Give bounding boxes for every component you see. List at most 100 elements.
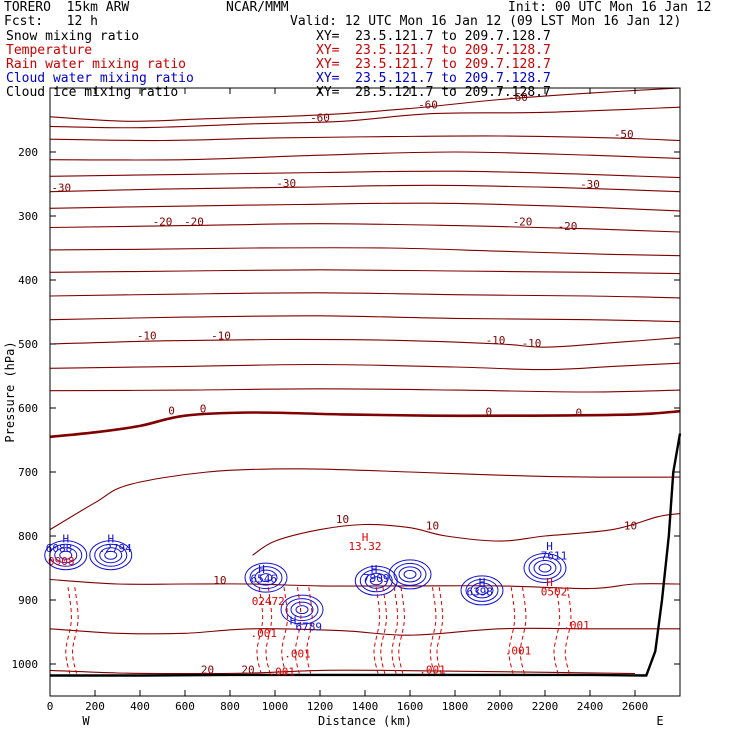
cloud-water-contour-4-0: [403, 569, 417, 579]
isotherm-10: [49, 292, 681, 299]
terrain-line: [50, 433, 682, 677]
contour-label-5: -30: [580, 178, 600, 191]
y-tick-label-4: 600: [18, 402, 38, 415]
contour-label-23: 20: [201, 664, 214, 677]
x-tick-label-0: 0: [47, 700, 54, 713]
isotherm-3: [49, 151, 681, 161]
rain-contour-1: [71, 587, 79, 674]
contour-label-45: .001: [251, 627, 278, 640]
cloud-water-contour-7-2: [285, 598, 319, 622]
y-axis-title: Pressure (hPa): [3, 341, 17, 442]
cloud-water-contour-7-0: [295, 605, 309, 615]
isotherm-8: [49, 247, 681, 257]
cloud-water-contour-2-3: [244, 562, 288, 593]
isotherm-17: [252, 513, 681, 556]
contour-label-12: -10: [211, 330, 231, 343]
y-tick-label-7: 900: [18, 594, 38, 607]
y-tick-label-6: 800: [18, 530, 38, 543]
cloud-water-contour-2-1: [254, 569, 278, 586]
contour-labels: -60 -60 -60 -50 -30 -30 -30 -20 -20 -20 -20 -10 -10 -…: [46, 91, 637, 679]
contour-label-16: 0: [200, 402, 207, 415]
y-tick-label-1: 300: [18, 210, 38, 223]
isotherm-19: [49, 627, 680, 636]
x-tick-label-4: 800: [220, 700, 240, 713]
legend-snow-name: Snow mixing ratio: [6, 29, 140, 44]
rain-contour-9: [391, 587, 399, 674]
contour-label-42: 02472: [252, 595, 285, 608]
legend-cloud-water-name: Cloud water mixing ratio: [6, 71, 194, 86]
rain-contour-6: [305, 587, 313, 674]
contour-label-11: -10: [137, 330, 157, 343]
temperature-isotherms: [49, 87, 681, 675]
contour-label-31: 13.32: [348, 540, 381, 553]
x-axis-west-label: W: [82, 714, 90, 728]
contour-label-35: 7909: [363, 572, 390, 585]
contour-label-38: H: [546, 540, 553, 553]
x-tick-label-12: 2400: [577, 700, 604, 713]
contour-label-48: .001: [419, 664, 446, 677]
contour-label-7: -20: [153, 216, 173, 229]
cloud-water-contour-6-3: [523, 553, 567, 583]
contour-label-47: .001: [269, 666, 296, 679]
isotherm-9: [49, 269, 681, 275]
contour-label-46: .001: [284, 648, 311, 661]
cloud-water-contour-0-3: [44, 540, 88, 571]
isotherm-20: [49, 669, 636, 675]
contour-label-24: 20: [241, 664, 254, 677]
valid-time: Valid: 12 UTC Mon 16 Jan 12 (09 LST Mon …: [290, 14, 682, 29]
isotherm-15: [49, 409, 681, 439]
cloud-water-contour-5-2: [465, 578, 499, 602]
isotherm-14: [49, 388, 681, 393]
cloud-water-contour-1-2: [94, 543, 128, 567]
contour-label-41: 0502: [541, 586, 568, 599]
rain-contour-10: [398, 587, 405, 674]
contour-label-32: H: [258, 563, 265, 576]
rain-water-contours: [65, 587, 572, 674]
legend-cloud-ice-name: Cloud ice mixing ratio: [6, 85, 179, 100]
cloud-water-contour-5-0: [475, 585, 489, 595]
rain-contour-8: [380, 587, 387, 674]
contour-label-44: H: [290, 614, 297, 627]
contour-label-9: -20: [513, 216, 533, 229]
model-title: TORERO 15km ARW: [4, 0, 130, 15]
forecast-hour: Fcst: 12 h: [4, 14, 98, 29]
legend-temperature-name: Temperature: [6, 43, 93, 58]
contour-label-50: .001: [563, 619, 590, 632]
isotherm-4: [49, 170, 681, 179]
contour-label-29: 0908: [48, 555, 75, 568]
contour-label-2: -60: [310, 111, 330, 124]
cloud-water-contour-4-3: [388, 559, 432, 590]
cloud-water-contour-6-1: [533, 560, 557, 576]
rain-contour-16: [564, 587, 572, 674]
contour-label-43: 6789: [296, 621, 323, 634]
contour-label-18: 0: [575, 406, 582, 419]
x-tick-label-10: 2000: [487, 700, 514, 713]
legend-cloud-ice-xy: XY= 23.5.121.7 to 209.7.128.7: [316, 85, 551, 100]
contour-label-49: .001: [505, 644, 532, 657]
isotherm-11: [49, 315, 681, 323]
y-tick-label-0: 200: [18, 146, 38, 159]
contour-label-10: -20: [558, 220, 578, 233]
x-tick-label-8: 1600: [397, 700, 424, 713]
isotherm-0: [49, 87, 681, 122]
cloud-water-contour-4-2: [393, 562, 427, 586]
contour-label-33: 6546: [251, 573, 278, 586]
terrain-profile: [50, 433, 682, 677]
cloud-water-contour-7-3: [280, 594, 324, 625]
rain-contour-12: [436, 587, 444, 674]
contour-label-13: -10: [486, 334, 506, 347]
isotherm-18: [49, 578, 681, 590]
contour-label-17: 0: [485, 406, 492, 419]
x-tick-label-13: 2600: [622, 700, 649, 713]
contour-label-3: -50: [614, 128, 634, 141]
y-tick-label-5: 700: [18, 466, 38, 479]
x-tick-label-5: 1000: [262, 700, 289, 713]
x-tick-label-9: 1800: [442, 700, 469, 713]
contour-label-37: 6398: [467, 586, 494, 599]
isotherm-2: [49, 135, 681, 142]
cloud-water-contour-2-0: [259, 573, 273, 583]
cloud-water-contour-6-2: [528, 556, 562, 580]
cloud-water-contour-1-1: [99, 547, 123, 564]
y-tick-label-8: 1000: [12, 658, 39, 671]
